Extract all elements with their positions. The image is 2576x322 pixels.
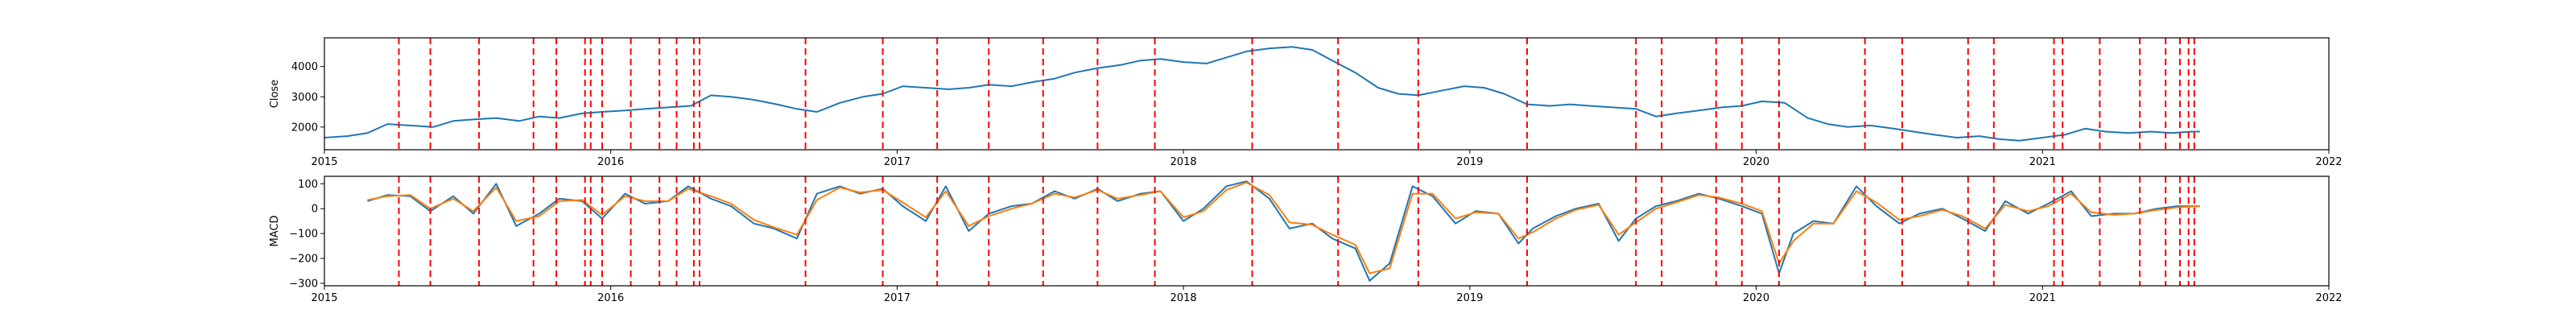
x-tick-label: 2016: [597, 156, 624, 168]
y-axis-label: MACD: [269, 216, 281, 247]
y-tick-label: 0: [312, 204, 318, 216]
axes-frame: [324, 175, 2330, 287]
x-tick-label: 2015: [311, 156, 337, 168]
plot-area: [324, 38, 2200, 150]
y-tick-label: −200: [289, 254, 318, 266]
macd-panel: 2015 2016 2017 2018 2019 2020 2021 2022 −300 −200…: [269, 175, 2343, 304]
x-tick-label: 2019: [1456, 156, 1483, 168]
x-tick-label: 2020: [1743, 156, 1769, 168]
x-tick-label: 2022: [2315, 156, 2342, 168]
signal-line: [367, 181, 2200, 275]
x-tick-label: 2017: [884, 156, 910, 168]
macd-line: [367, 180, 2200, 282]
axes-frame: [324, 37, 2330, 151]
x-tick-label: 2019: [1456, 292, 1483, 304]
x-tick-label: 2017: [884, 292, 910, 304]
plot-area: [367, 176, 2200, 286]
y-tick-label: 3000: [291, 92, 318, 104]
x-tick-label: 2021: [2029, 156, 2056, 168]
y-tick-label: −300: [289, 278, 318, 290]
y-tick-label: 2000: [291, 122, 318, 134]
x-tick-label: 2015: [311, 292, 337, 304]
y-tick-label: 4000: [291, 61, 318, 73]
x-tick-label: 2022: [2315, 292, 2342, 304]
close-line: [324, 46, 2200, 142]
x-tick-label: 2018: [1170, 292, 1197, 304]
y-axis-label: Close: [269, 80, 281, 108]
x-tick-label: 2016: [597, 292, 624, 304]
x-tick-label: 2020: [1743, 292, 1769, 304]
x-tick-label: 2018: [1170, 156, 1197, 168]
y-tick-label: −100: [289, 229, 318, 241]
close-price-panel: 2015 2016 2017 2018 2019 2020 2021 2022 2000 3000…: [269, 37, 2343, 168]
y-tick-label: 100: [298, 179, 318, 191]
x-tick-label: 2021: [2029, 292, 2056, 304]
